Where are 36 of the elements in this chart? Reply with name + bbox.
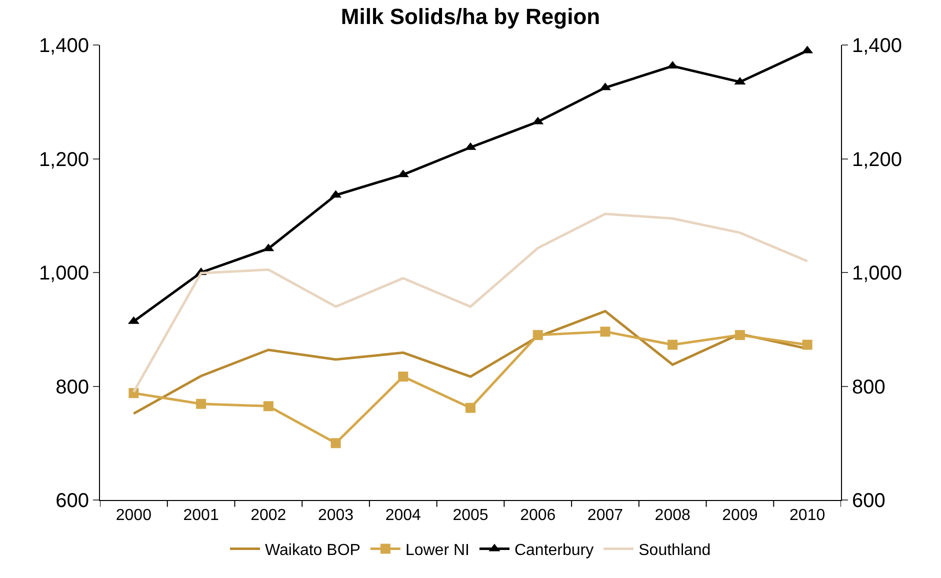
x-tick-label: 2010 [790, 507, 826, 524]
point [330, 438, 341, 448]
x-tick-label: 2008 [654, 507, 690, 524]
y-tick-label: 1,000 [38, 262, 89, 284]
legend-label: Canterbury [514, 542, 594, 559]
y-tick-label: 800 [56, 376, 89, 398]
legend-label: Waikato BOP [265, 542, 360, 559]
y2-tick-label: 1,000 [852, 262, 902, 284]
x-tick-label: 2007 [587, 507, 624, 524]
y-tick-label: 1,400 [38, 35, 89, 57]
point [466, 402, 476, 413]
point [263, 401, 274, 412]
y2-tick-label: 1,200 [852, 148, 902, 171]
point [802, 340, 812, 350]
y2-tick-label: 800 [852, 376, 886, 398]
x-tick-label: 2009 [722, 507, 758, 524]
point [734, 330, 745, 340]
y-tick-label: 1,200 [38, 148, 89, 171]
legend-label: Lower NI [405, 542, 470, 559]
point [196, 398, 206, 409]
x-tick-label: 2002 [250, 507, 286, 524]
point [532, 330, 543, 340]
legend-label: Southland [638, 542, 711, 559]
chart-title: Milk Solids/ha by Region [340, 4, 600, 30]
x-tick-label: 2003 [318, 507, 354, 524]
point [398, 372, 408, 382]
x-tick-label: 2000 [116, 507, 152, 524]
point [600, 326, 610, 337]
y2-tick-label: 1,400 [852, 35, 902, 57]
x-tick-label: 2004 [385, 507, 422, 524]
y-tick-label: 600 [56, 490, 89, 512]
x-tick-label: 2006 [520, 507, 556, 524]
y2-tick-label: 600 [852, 490, 886, 512]
point [668, 340, 678, 350]
x-tick-label: 2005 [452, 507, 488, 524]
x-tick-label: 2001 [183, 507, 219, 524]
